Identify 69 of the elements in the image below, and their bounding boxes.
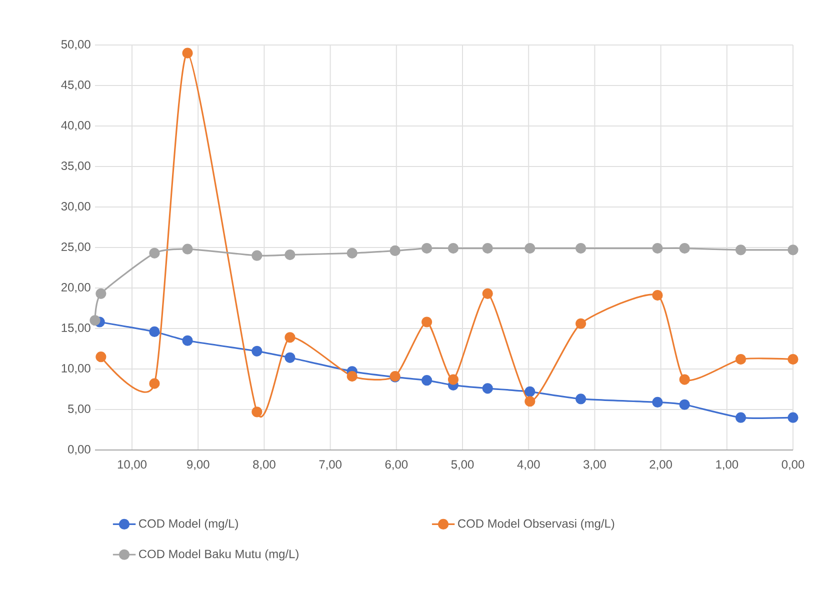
point [96,288,106,299]
y-tick-label: 35,00 [61,162,90,172]
y-tick-label: 25,00 [61,242,90,252]
point [252,346,262,356]
x-tick-label: 8,00 [253,460,276,470]
y-tick-label: 30,00 [61,202,90,212]
legend-label: COD Model Observasi (mg/L) [458,518,614,530]
point [422,242,432,254]
point [346,370,358,382]
x-tick-label: 2,00 [650,460,672,470]
point [576,318,586,329]
point [482,288,493,299]
point [182,48,193,58]
x-tick-label: 3,00 [584,460,606,470]
point [149,378,160,389]
point [524,396,536,407]
legend-label: COD Model (mg/L) [139,518,238,530]
y-tick-label: 15,00 [62,324,90,334]
point [652,242,663,254]
point [96,352,106,362]
point [652,290,663,301]
x-tick-label: 6,00 [385,460,408,470]
point [149,248,160,258]
point [735,412,746,423]
x-tick-label: 0,00 [782,460,804,470]
point [90,315,100,326]
x-tick-label: 7,00 [319,460,342,470]
x-tick-label: 9,00 [187,460,210,470]
point [524,386,536,397]
point [448,242,459,254]
point [576,242,586,254]
point [788,354,798,365]
legend-label: COD Model Baku Mutu (mg/L) [139,549,298,561]
x-tick-label: 1,00 [716,460,738,470]
y-tick-label: 20,00 [61,283,90,293]
point [284,332,296,343]
point [679,242,690,254]
point [252,406,262,418]
y-tick-label: 0,00 [68,445,90,455]
point [346,248,358,258]
point [576,394,586,404]
point [524,242,536,254]
point [182,335,193,346]
point [284,249,296,260]
x-tick-label: 5,00 [451,460,474,470]
y-tick-label: 45,00 [61,80,90,90]
y-tick-label: 10,00 [62,364,90,374]
point [735,354,746,365]
point [788,244,798,256]
point [679,374,690,385]
y-tick-label: 5,00 [68,404,90,414]
point [252,250,262,261]
point [652,396,663,408]
x-tick-label: 4,00 [517,460,540,470]
point [422,316,432,328]
point [788,412,798,423]
x-tick-label: 10,00 [118,460,147,470]
point [448,374,459,385]
point [422,375,432,386]
point [482,242,493,254]
y-tick-label: 40,00 [61,121,90,131]
point [735,244,746,256]
point [284,352,296,363]
point [390,245,400,256]
point [149,326,160,338]
point [482,383,493,394]
y-tick-label: 50,00 [61,40,90,50]
point [182,244,193,254]
point [679,399,690,410]
